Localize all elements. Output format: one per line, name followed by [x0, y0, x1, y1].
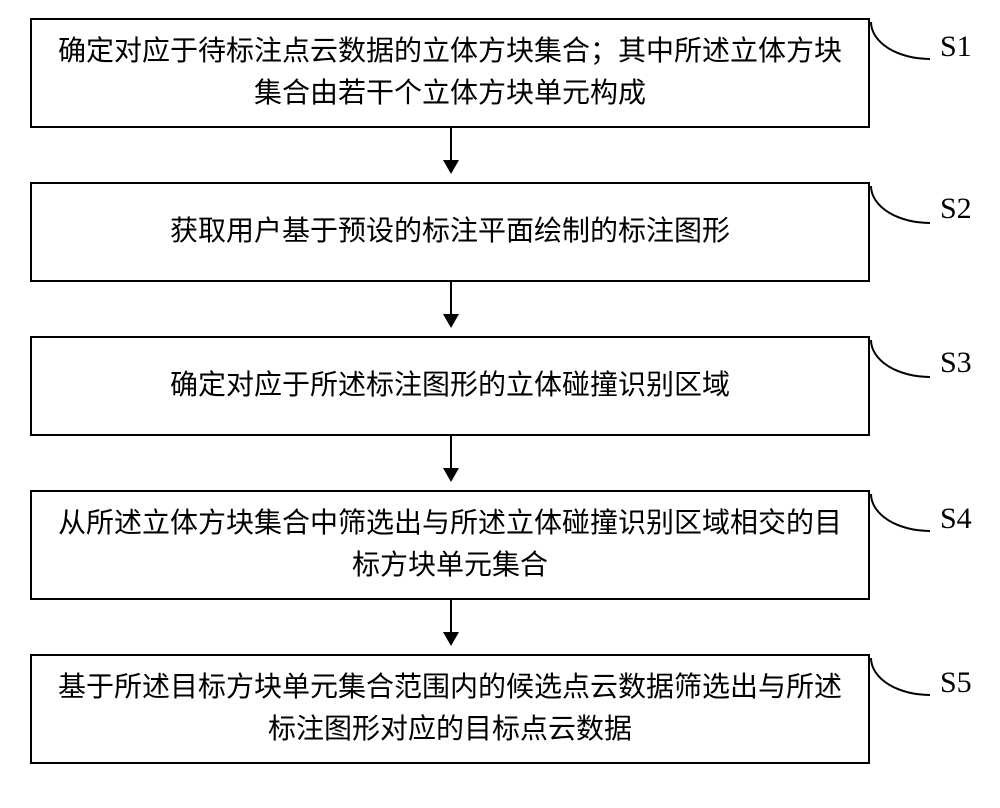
step-box-s3: 确定对应于所述标注图形的立体碰撞识别区域	[30, 336, 870, 436]
step-text-s4: 从所述立体方块集合中筛选出与所述立体碰撞识别区域相交的目标方块单元集合	[52, 503, 848, 587]
step-label-s2: S2	[940, 192, 972, 226]
step-label-s5: S5	[940, 666, 972, 700]
connector-s2	[870, 186, 930, 224]
arrow-line-2	[450, 282, 452, 314]
arrow-head-2	[443, 314, 459, 328]
arrow-line-1	[450, 128, 452, 160]
arrow-head-1	[443, 160, 459, 174]
step-box-s5: 基于所述目标方块单元集合范围内的候选点云数据筛选出与所述标注图形对应的目标点云数…	[30, 654, 870, 764]
step-box-s1: 确定对应于待标注点云数据的立体方块集合；其中所述立体方块集合由若干个立体方块单元…	[30, 18, 870, 128]
arrow-line-4	[450, 600, 452, 632]
step-label-s4: S4	[940, 502, 972, 536]
step-text-s2: 获取用户基于预设的标注平面绘制的标注图形	[170, 211, 730, 253]
connector-s4	[870, 494, 930, 532]
flowchart-canvas: 确定对应于待标注点云数据的立体方块集合；其中所述立体方块集合由若干个立体方块单元…	[0, 0, 1000, 808]
step-text-s3: 确定对应于所述标注图形的立体碰撞识别区域	[170, 365, 730, 407]
connector-s3	[870, 340, 930, 378]
connector-s1	[870, 22, 930, 60]
step-box-s2: 获取用户基于预设的标注平面绘制的标注图形	[30, 182, 870, 282]
arrow-line-3	[450, 436, 452, 468]
step-label-s3: S3	[940, 346, 972, 380]
step-label-s1: S1	[940, 30, 972, 64]
step-text-s5: 基于所述目标方块单元集合范围内的候选点云数据筛选出与所述标注图形对应的目标点云数…	[52, 667, 848, 751]
step-box-s4: 从所述立体方块集合中筛选出与所述立体碰撞识别区域相交的目标方块单元集合	[30, 490, 870, 600]
arrow-head-3	[443, 468, 459, 482]
step-text-s1: 确定对应于待标注点云数据的立体方块集合；其中所述立体方块集合由若干个立体方块单元…	[52, 31, 848, 115]
arrow-head-4	[443, 632, 459, 646]
connector-s5	[870, 658, 930, 696]
